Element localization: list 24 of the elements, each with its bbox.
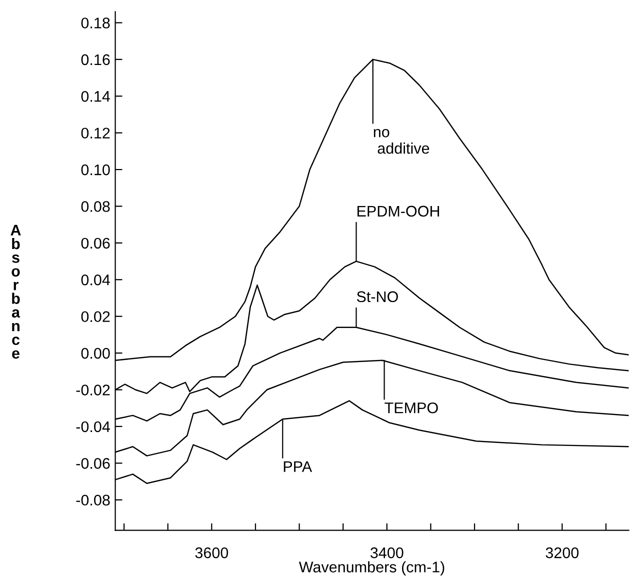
annotation: St-NO [356,291,398,302]
x-tick-label: 3200 [546,547,579,558]
y-tick-label: 0.12 [81,128,110,139]
y-tick-label: -0.04 [76,421,110,432]
annotation: TEMPO [384,402,438,414]
text: Absorbance [10,224,21,359]
x-tick-label: 3600 [195,547,228,558]
annotation: EPDM-OOH [357,206,440,217]
y-tick-label: 0.02 [81,311,110,322]
y-tick-label: 0.16 [81,54,110,66]
y-tick-label: -0.02 [76,384,110,396]
annotation: PPA [284,461,312,472]
y-tick-label: 0.06 [81,238,110,249]
y-tick-label: 0.18 [81,18,110,28]
y-tick-label: 0.04 [81,274,110,286]
y-tick-label: 0.08 [81,201,110,212]
y-tick-label: 0.00 [81,348,110,359]
y-tick-label: 0.14 [81,91,110,102]
annotation: no additive [374,128,430,154]
x-axis-title: Wavenumbers (cm-1) [298,561,444,576]
y-tick-label: -0.06 [76,458,110,469]
x-tick-label: 3400 [370,547,404,558]
y-tick-label: 0.10 [81,164,110,176]
y-tick-label: -0.08 [76,494,110,506]
